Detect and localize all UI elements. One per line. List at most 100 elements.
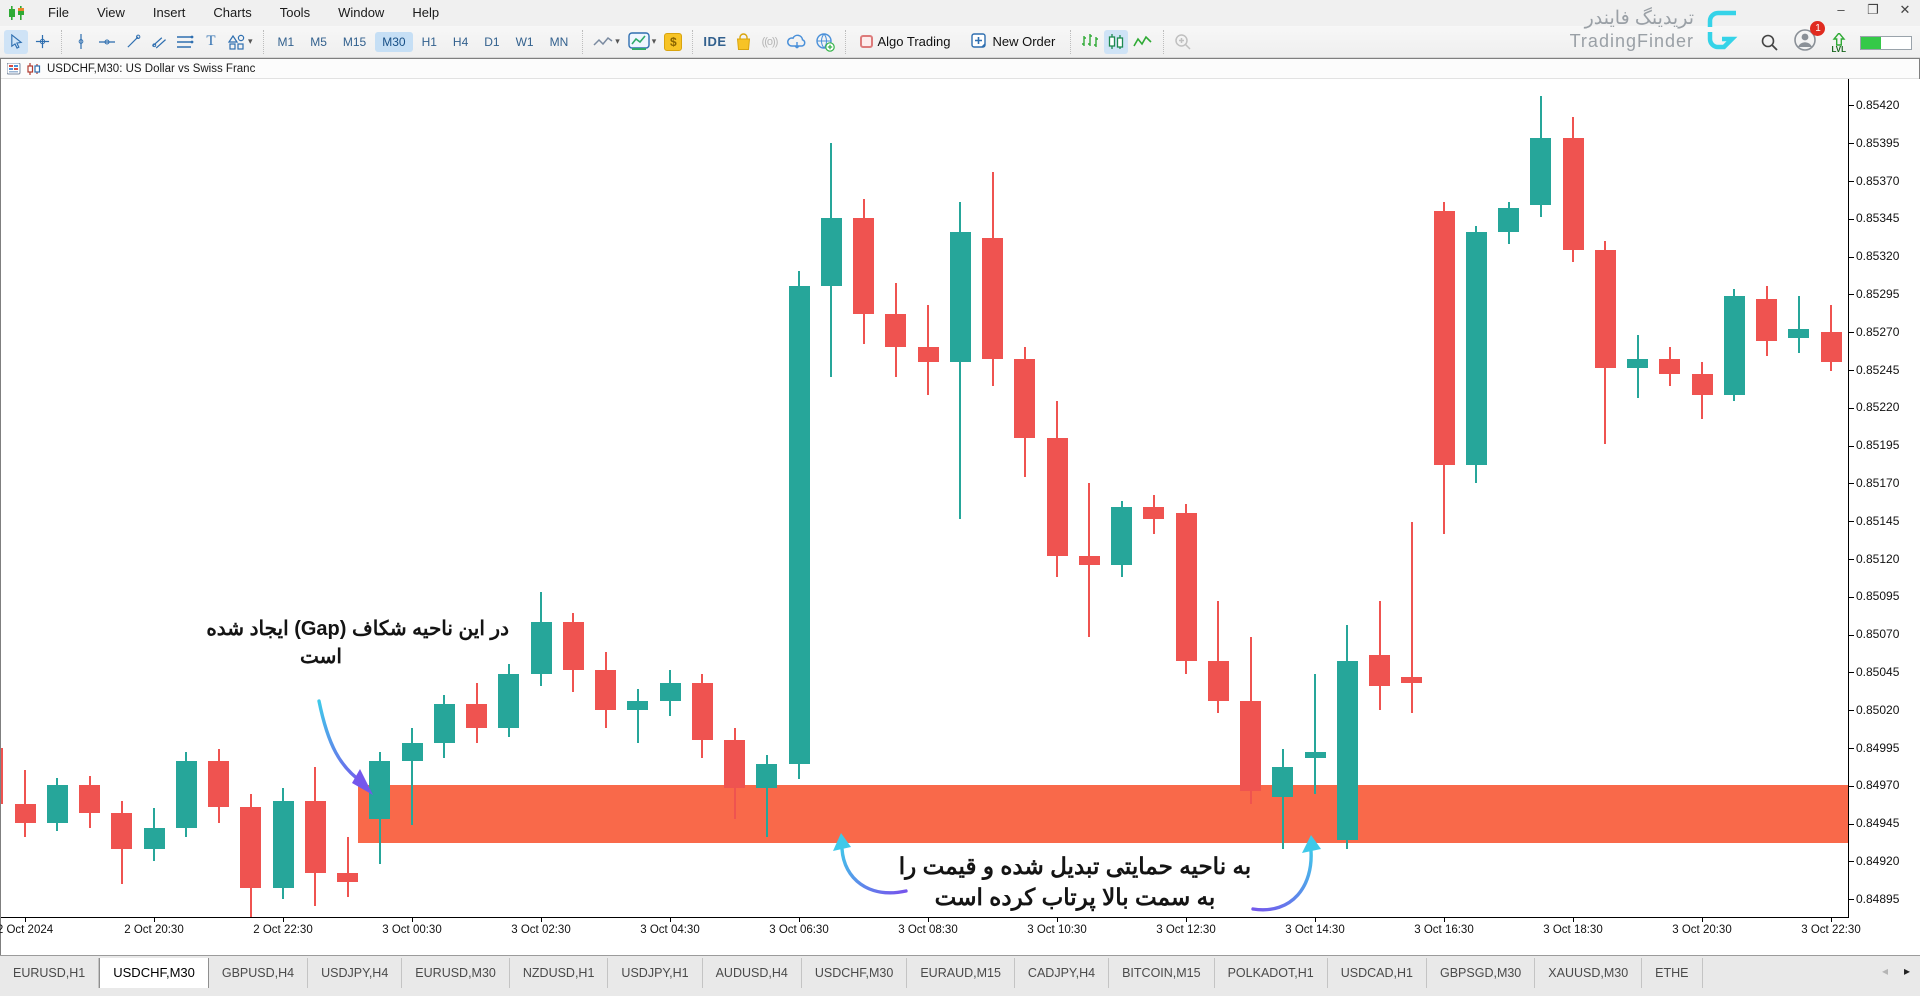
support-zone-rectangle[interactable] bbox=[358, 785, 1848, 843]
timeframe-mn[interactable]: MN bbox=[549, 34, 569, 49]
candle-body bbox=[1691, 374, 1713, 396]
timeframe-w1[interactable]: W1 bbox=[515, 34, 534, 49]
menu-insert[interactable]: Insert bbox=[152, 5, 186, 20]
ide-button[interactable]: IDE bbox=[703, 34, 727, 49]
timeframe-h1[interactable]: H1 bbox=[421, 34, 437, 49]
price-tick-label: 0.85420 bbox=[1849, 98, 1899, 112]
zoom-in-icon[interactable] bbox=[1171, 30, 1195, 54]
lvl-indicator[interactable]: LVL bbox=[1831, 32, 1846, 53]
trendline-tool-icon[interactable] bbox=[121, 30, 145, 54]
text-tool-icon[interactable]: T bbox=[206, 33, 216, 49]
menu-help[interactable]: Help bbox=[412, 5, 440, 20]
timeframe-m5[interactable]: M5 bbox=[310, 34, 327, 49]
tabs-scroll-right-icon[interactable]: ▸ bbox=[1903, 964, 1910, 978]
new-order-button[interactable]: New Order bbox=[968, 30, 1059, 54]
indicators-icon[interactable]: ▾ bbox=[625, 30, 660, 54]
time-tick-label: 3 Oct 10:30 bbox=[1027, 924, 1087, 936]
time-tick bbox=[928, 918, 929, 922]
symbol-tab-usdcad-h1[interactable]: USDCAD,H1 bbox=[1328, 958, 1427, 988]
window-controls: – ❐ ✕ bbox=[1832, 2, 1914, 18]
chevron-down-icon: ▾ bbox=[248, 36, 253, 46]
support-annotation-line2: به سمت بالا پرتاب کرده است bbox=[934, 884, 1216, 910]
symbol-tab-usdjpy-h4[interactable]: USDJPY,H4 bbox=[308, 958, 403, 988]
symbol-tab-audusd-h4[interactable]: AUDUSD,H4 bbox=[703, 958, 802, 988]
symbol-tab-xauusd-m30[interactable]: XAUUSD,M30 bbox=[1535, 958, 1643, 988]
support-annotation: به ناحیه حمایتی تبدیل شده و قیمت را به س… bbox=[855, 851, 1295, 913]
candle-body bbox=[46, 785, 68, 824]
symbol-tab-usdchf-m30[interactable]: USDCHF,M30 bbox=[802, 958, 908, 988]
equidistant-lines-icon[interactable] bbox=[173, 30, 197, 54]
candle-body bbox=[1401, 676, 1423, 683]
timeframe-m30[interactable]: M30 bbox=[375, 31, 413, 52]
price-tick-label: 0.85145 bbox=[1849, 514, 1899, 528]
close-button[interactable]: ✕ bbox=[1899, 2, 1911, 17]
time-tick bbox=[541, 918, 542, 922]
symbol-tab-gbpusd-h4[interactable]: GBPUSD,H4 bbox=[209, 958, 309, 988]
tabs-scroll-left-icon[interactable]: ◂ bbox=[1881, 964, 1888, 978]
bar-chart-mode-icon[interactable] bbox=[1078, 30, 1102, 54]
timeframe-h4[interactable]: H4 bbox=[452, 34, 469, 49]
candle-body bbox=[240, 806, 262, 889]
symbol-tab-usdjpy-h1[interactable]: USDJPY,H1 bbox=[608, 958, 703, 988]
time-tick-label: 3 Oct 00:30 bbox=[382, 924, 442, 936]
horizontal-line-tool-icon[interactable] bbox=[95, 30, 119, 54]
time-tick-label: 2 Oct 2024 bbox=[0, 924, 54, 936]
candlestick-mode-icon[interactable] bbox=[1104, 29, 1129, 54]
symbol-tab-ethe[interactable]: ETHE bbox=[1642, 958, 1703, 988]
line-chart-mode-icon[interactable] bbox=[1130, 30, 1156, 54]
crosshair-tool-icon[interactable] bbox=[30, 30, 54, 54]
symbol-tab-euraud-m15[interactable]: EURAUD,M15 bbox=[907, 958, 1015, 988]
market-bag-icon[interactable] bbox=[732, 30, 756, 54]
candle-wick bbox=[1378, 600, 1381, 710]
vertical-line-tool-icon[interactable] bbox=[69, 30, 93, 54]
menu-file[interactable]: File bbox=[48, 5, 69, 20]
symbol-tab-usdchf-m30[interactable]: USDCHF,M30 bbox=[99, 958, 209, 988]
candle-wick bbox=[1281, 749, 1284, 849]
gap-annotation-line2: است bbox=[300, 646, 342, 668]
symbol-tab-bitcoin-m15[interactable]: BITCOIN,M15 bbox=[1109, 958, 1215, 988]
chart-plot-area[interactable]: در این ناحیه شکاف (Gap) ایجاد شده است به… bbox=[1, 79, 1849, 918]
candle-body bbox=[1304, 752, 1326, 759]
candle-body bbox=[788, 286, 810, 765]
menu-tools[interactable]: Tools bbox=[279, 5, 311, 20]
candle-body bbox=[433, 703, 455, 744]
dollar-icon[interactable]: $ bbox=[661, 30, 685, 54]
algo-trading-button[interactable]: Algo Trading bbox=[857, 30, 954, 54]
cursor-tool-icon[interactable] bbox=[4, 29, 28, 54]
candle-body bbox=[1433, 210, 1455, 465]
symbol-tab-polkadot-h1[interactable]: POLKADOT,H1 bbox=[1215, 958, 1328, 988]
timeframe-d1[interactable]: D1 bbox=[484, 34, 500, 49]
candle-body bbox=[1175, 513, 1197, 662]
time-axis[interactable]: 2 Oct 2024 2 Oct 20:30 2 Oct 22:30 3 Oct 00… bbox=[0, 918, 1920, 955]
price-tick-label: 0.85245 bbox=[1849, 363, 1899, 377]
candle-body bbox=[466, 703, 487, 728]
symbol-tab-eurusd-m30[interactable]: EURUSD,M30 bbox=[402, 958, 510, 988]
symbol-tab-eurusd-h1[interactable]: EURUSD,H1 bbox=[0, 958, 100, 988]
minimize-button[interactable]: – bbox=[1837, 2, 1845, 17]
search-icon[interactable] bbox=[1760, 33, 1779, 52]
symbol-tab-gbpsgd-m30[interactable]: GBPSGD,M30 bbox=[1427, 958, 1536, 988]
profile-avatar[interactable]: 1 bbox=[1793, 21, 1826, 57]
chart-type-line-icon[interactable]: ▾ bbox=[590, 30, 623, 54]
restore-button[interactable]: ❐ bbox=[1867, 2, 1879, 17]
signals-icon[interactable]: ((o)) bbox=[761, 35, 779, 48]
menu-charts[interactable]: Charts bbox=[213, 5, 252, 20]
time-tick bbox=[283, 918, 284, 922]
timeframe-m1[interactable]: M1 bbox=[277, 34, 295, 49]
community-globe-icon[interactable] bbox=[812, 30, 838, 54]
candle-body bbox=[1046, 437, 1068, 556]
notification-badge: 1 bbox=[1810, 21, 1826, 36]
symbol-tab-nzdusd-h1[interactable]: NZDUSD,H1 bbox=[510, 958, 609, 988]
time-tick bbox=[670, 918, 671, 922]
time-tick bbox=[799, 918, 800, 922]
cloud-icon[interactable] bbox=[784, 30, 810, 54]
menu-view[interactable]: View bbox=[96, 5, 125, 20]
channel-tool-icon[interactable] bbox=[147, 30, 171, 54]
shapes-tool-icon[interactable]: ▾ bbox=[225, 30, 256, 54]
time-tick bbox=[412, 918, 413, 922]
candle-body bbox=[691, 682, 713, 741]
price-axis[interactable]: 0.85420 0.85395 0.85370 0.85345 0.85320 0.852… bbox=[1849, 79, 1920, 918]
symbol-tab-cadjpy-h4[interactable]: CADJPY,H4 bbox=[1015, 958, 1110, 988]
menu-window[interactable]: Window bbox=[338, 5, 385, 20]
timeframe-m15[interactable]: M15 bbox=[342, 34, 367, 49]
